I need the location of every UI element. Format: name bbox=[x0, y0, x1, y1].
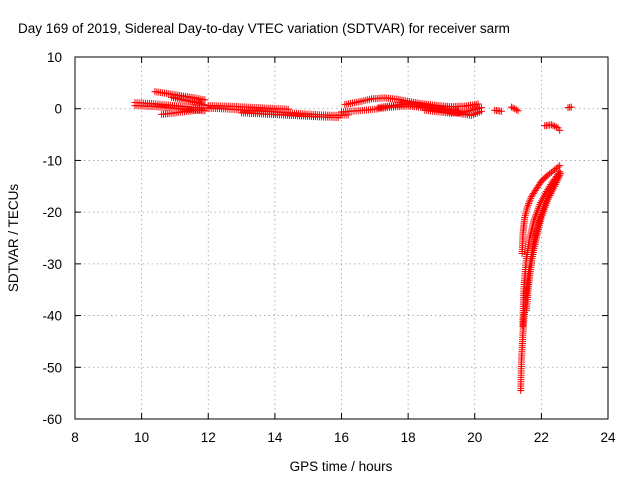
point-marker bbox=[334, 114, 342, 122]
point-marker bbox=[497, 107, 505, 115]
point-marker bbox=[524, 201, 532, 209]
point-marker bbox=[507, 103, 515, 111]
series-late-2 bbox=[507, 103, 522, 115]
y-tick-label: -30 bbox=[42, 257, 62, 272]
point-marker bbox=[523, 203, 531, 211]
point-marker bbox=[514, 107, 522, 115]
series-arc-4 bbox=[522, 169, 565, 314]
series-sat-d-early bbox=[158, 106, 206, 118]
series-arc-1 bbox=[518, 162, 564, 258]
point-marker bbox=[525, 198, 533, 206]
point-marker bbox=[199, 101, 207, 109]
y-tick-label: -10 bbox=[42, 153, 62, 168]
series-late-5 bbox=[564, 103, 575, 112]
series-afternoon-3 bbox=[374, 100, 485, 119]
point-marker bbox=[551, 122, 559, 130]
series-sat-b-early bbox=[131, 102, 209, 115]
x-tick-label: 12 bbox=[201, 430, 216, 445]
point-marker bbox=[194, 99, 202, 107]
point-marker bbox=[474, 100, 482, 108]
series-late-3 bbox=[541, 121, 562, 132]
series-afternoon-4 bbox=[421, 104, 485, 117]
data-points bbox=[131, 88, 575, 395]
point-marker bbox=[477, 104, 485, 112]
series-sat-c-early bbox=[151, 88, 209, 104]
x-tick-label: 24 bbox=[600, 430, 616, 445]
point-marker bbox=[526, 196, 534, 204]
series-midday-upper bbox=[204, 102, 292, 113]
series-late-1 bbox=[491, 106, 505, 115]
point-marker bbox=[554, 163, 562, 171]
y-axis-label: SDTVAR / TECUs bbox=[6, 184, 21, 293]
x-tick-label: 14 bbox=[267, 430, 283, 445]
y-tick-label: 10 bbox=[47, 50, 62, 65]
point-marker bbox=[556, 126, 564, 134]
x-tick-label: 8 bbox=[71, 430, 79, 445]
x-tick-labels: 8 10 12 14 16 18 20 22 24 bbox=[71, 430, 616, 445]
y-tick-labels: 10 0 -10 -20 -30 -40 -50 -60 bbox=[42, 50, 62, 427]
point-marker bbox=[196, 100, 204, 108]
y-tick-label: -20 bbox=[42, 205, 62, 220]
point-marker bbox=[284, 105, 292, 113]
x-axis-label: GPS time / hours bbox=[290, 459, 393, 474]
point-marker bbox=[512, 106, 520, 114]
grid bbox=[75, 57, 608, 419]
y-tick-label: -40 bbox=[42, 309, 62, 324]
series-midday-lower bbox=[238, 109, 342, 122]
x-tick-label: 16 bbox=[334, 430, 349, 445]
y-tick-label: 0 bbox=[54, 102, 62, 117]
point-marker bbox=[552, 123, 560, 131]
axis-ticks bbox=[74, 56, 609, 420]
point-marker bbox=[198, 100, 206, 108]
point-marker bbox=[527, 194, 535, 202]
point-marker bbox=[549, 122, 557, 130]
x-tick-label: 20 bbox=[467, 430, 482, 445]
point-marker bbox=[557, 169, 565, 177]
y-tick-label: -50 bbox=[42, 360, 62, 375]
x-tick-label: 10 bbox=[134, 430, 149, 445]
point-marker bbox=[556, 162, 564, 170]
point-marker bbox=[567, 103, 575, 111]
point-marker bbox=[509, 104, 517, 112]
series-sat-e-early bbox=[168, 93, 209, 109]
x-tick-label: 22 bbox=[534, 430, 549, 445]
y-tick-label: -60 bbox=[42, 412, 62, 427]
point-marker bbox=[525, 200, 533, 208]
chart-title: Day 169 of 2019, Sidereal Day-to-day VTE… bbox=[18, 21, 510, 36]
point-marker bbox=[547, 121, 555, 129]
x-tick-label: 18 bbox=[401, 430, 416, 445]
series-late-4 bbox=[556, 126, 564, 134]
